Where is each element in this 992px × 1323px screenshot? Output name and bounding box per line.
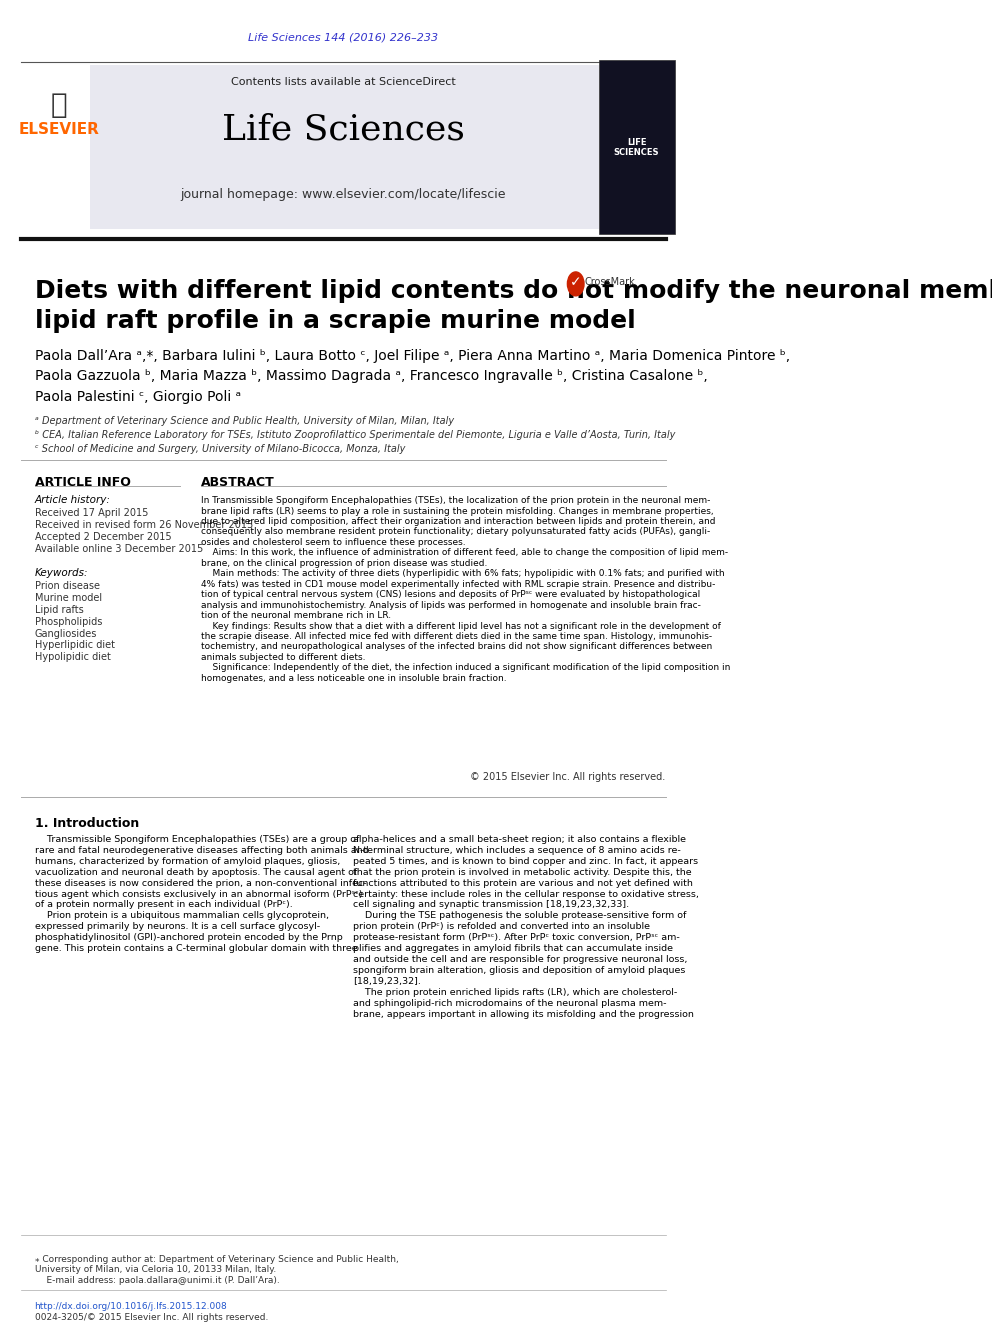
Text: http://dx.doi.org/10.1016/j.lfs.2015.12.008: http://dx.doi.org/10.1016/j.lfs.2015.12.… bbox=[35, 1302, 227, 1311]
Text: 4% fats) was tested in CD1 mouse model experimentally infected with RML scrapie : 4% fats) was tested in CD1 mouse model e… bbox=[200, 579, 715, 589]
Text: tochemistry, and neuropathological analyses of the infected brains did not show : tochemistry, and neuropathological analy… bbox=[200, 643, 712, 651]
Text: and outside the cell and are responsible for progressive neuronal loss,: and outside the cell and are responsible… bbox=[353, 955, 687, 964]
Text: During the TSE pathogenesis the soluble protease-sensitive form of: During the TSE pathogenesis the soluble … bbox=[353, 912, 686, 921]
Text: of a protein normally present in each individual (PrPᶜ).: of a protein normally present in each in… bbox=[35, 901, 293, 909]
Text: expressed primarily by neurons. It is a cell surface glycosyl-: expressed primarily by neurons. It is a … bbox=[35, 922, 319, 931]
Text: Significance: Independently of the diet, the infection induced a significant mod: Significance: Independently of the diet,… bbox=[200, 663, 730, 672]
Text: animals subjected to different diets.: animals subjected to different diets. bbox=[200, 654, 365, 662]
Text: Gangliosides: Gangliosides bbox=[35, 628, 97, 639]
Text: Prion protein is a ubiquitous mammalian cells glycoprotein,: Prion protein is a ubiquitous mammalian … bbox=[35, 912, 328, 921]
Text: 0024-3205/© 2015 Elsevier Inc. All rights reserved.: 0024-3205/© 2015 Elsevier Inc. All right… bbox=[35, 1312, 268, 1322]
FancyBboxPatch shape bbox=[598, 60, 675, 234]
Text: LIFE
SCIENCES: LIFE SCIENCES bbox=[614, 138, 660, 157]
Text: alpha-helices and a small beta-sheet region; it also contains a flexible: alpha-helices and a small beta-sheet reg… bbox=[353, 835, 685, 844]
Text: CrossMark: CrossMark bbox=[584, 277, 636, 287]
Text: homogenates, and a less noticeable one in insoluble brain fraction.: homogenates, and a less noticeable one i… bbox=[200, 673, 506, 683]
Text: osides and cholesterol seem to influence these processes.: osides and cholesterol seem to influence… bbox=[200, 538, 465, 546]
Text: Murine model: Murine model bbox=[35, 593, 102, 603]
Text: Accepted 2 December 2015: Accepted 2 December 2015 bbox=[35, 532, 172, 542]
Text: Hyperlipidic diet: Hyperlipidic diet bbox=[35, 640, 115, 651]
Text: ABSTRACT: ABSTRACT bbox=[200, 476, 275, 490]
Text: In Transmissible Spongiform Encephalopathies (TSEs), the localization of the pri: In Transmissible Spongiform Encephalopat… bbox=[200, 496, 710, 505]
Text: Article history:: Article history: bbox=[35, 495, 110, 505]
Text: ✓: ✓ bbox=[569, 275, 581, 288]
Text: phosphatidylinositol (GPI)-anchored protein encoded by the Prnp: phosphatidylinositol (GPI)-anchored prot… bbox=[35, 933, 342, 942]
Text: humans, characterized by formation of amyloid plaques, gliosis,: humans, characterized by formation of am… bbox=[35, 857, 340, 865]
Text: rare and fatal neurodegenerative diseases affecting both animals and: rare and fatal neurodegenerative disease… bbox=[35, 845, 368, 855]
Text: Prion disease: Prion disease bbox=[35, 581, 99, 591]
Text: spongiform brain alteration, gliosis and deposition of amyloid plaques: spongiform brain alteration, gliosis and… bbox=[353, 966, 685, 975]
Text: Key findings: Results show that a diet with a different lipid level has not a si: Key findings: Results show that a diet w… bbox=[200, 622, 720, 631]
Text: certainty: these include roles in the cellular response to oxidative stress,: certainty: these include roles in the ce… bbox=[353, 889, 698, 898]
Text: peated 5 times, and is known to bind copper and zinc. In fact, it appears: peated 5 times, and is known to bind cop… bbox=[353, 857, 698, 865]
Text: ᵇ CEA, Italian Reference Laboratory for TSEs, Istituto Zooprofilattico Speriment: ᵇ CEA, Italian Reference Laboratory for … bbox=[35, 430, 675, 441]
Text: brane, on the clinical progression of prion disease was studied.: brane, on the clinical progression of pr… bbox=[200, 558, 487, 568]
Text: tious agent which consists exclusively in an abnormal isoform (PrPˢᶜ): tious agent which consists exclusively i… bbox=[35, 889, 362, 898]
FancyBboxPatch shape bbox=[90, 65, 598, 229]
Text: Available online 3 December 2015: Available online 3 December 2015 bbox=[35, 544, 202, 554]
Text: cell signaling and synaptic transmission [18,19,23,32,33].: cell signaling and synaptic transmission… bbox=[353, 901, 629, 909]
Text: ⁎ Corresponding author at: Department of Veterinary Science and Public Health,
U: ⁎ Corresponding author at: Department of… bbox=[35, 1256, 399, 1285]
Text: plifies and aggregates in amyloid fibrils that can accumulate inside: plifies and aggregates in amyloid fibril… bbox=[353, 945, 673, 954]
Text: Main methods: The activity of three diets (hyperlipidic with 6% fats; hypolipidi: Main methods: The activity of three diet… bbox=[200, 569, 724, 578]
Text: Paola Dall’Ara ᵃ,*, Barbara Iulini ᵇ, Laura Botto ᶜ, Joel Filipe ᵃ, Piera Anna M: Paola Dall’Ara ᵃ,*, Barbara Iulini ᵇ, La… bbox=[35, 349, 790, 404]
Text: that the prion protein is involved in metabolic activity. Despite this, the: that the prion protein is involved in me… bbox=[353, 868, 691, 877]
Text: tion of the neuronal membrane rich in LR.: tion of the neuronal membrane rich in LR… bbox=[200, 611, 391, 620]
Text: Transmissible Spongiform Encephalopathies (TSEs) are a group of: Transmissible Spongiform Encephalopathie… bbox=[35, 835, 359, 844]
Text: Hypolipidic diet: Hypolipidic diet bbox=[35, 652, 110, 663]
Text: vacuolization and neuronal death by apoptosis. The causal agent of: vacuolization and neuronal death by apop… bbox=[35, 868, 357, 877]
Text: © 2015 Elsevier Inc. All rights reserved.: © 2015 Elsevier Inc. All rights reserved… bbox=[470, 773, 666, 782]
Text: Keywords:: Keywords: bbox=[35, 568, 88, 578]
Text: protease-resistant form (PrPˢᶜ). After PrPᶜ toxic conversion, PrPˢᶜ am-: protease-resistant form (PrPˢᶜ). After P… bbox=[353, 933, 680, 942]
Text: Received in revised form 26 November 2015: Received in revised form 26 November 201… bbox=[35, 520, 253, 531]
Text: due to altered lipid composition, affect their organization and interaction betw: due to altered lipid composition, affect… bbox=[200, 517, 715, 527]
Text: functions attributed to this protein are various and not yet defined with: functions attributed to this protein are… bbox=[353, 878, 692, 888]
Text: analysis and immunohistochemistry. Analysis of lipids was performed in homogenat: analysis and immunohistochemistry. Analy… bbox=[200, 601, 700, 610]
Text: prion protein (PrPᶜ) is refolded and converted into an insoluble: prion protein (PrPᶜ) is refolded and con… bbox=[353, 922, 650, 931]
Text: ARTICLE INFO: ARTICLE INFO bbox=[35, 476, 131, 490]
Text: Life Sciences 144 (2016) 226–233: Life Sciences 144 (2016) 226–233 bbox=[248, 33, 438, 42]
Text: tion of typical central nervous system (CNS) lesions and deposits of PrPˢᶜ were : tion of typical central nervous system (… bbox=[200, 590, 700, 599]
Text: Aims: In this work, the influence of administration of different feed, able to c: Aims: In this work, the influence of adm… bbox=[200, 548, 728, 557]
Text: ELSEVIER: ELSEVIER bbox=[19, 122, 99, 138]
Text: [18,19,23,32].: [18,19,23,32]. bbox=[353, 978, 421, 986]
Text: gene. This protein contains a C-terminal globular domain with three: gene. This protein contains a C-terminal… bbox=[35, 945, 357, 954]
Text: Contents lists available at ScienceDirect: Contents lists available at ScienceDirec… bbox=[231, 77, 455, 87]
Text: N-terminal structure, which includes a sequence of 8 amino acids re-: N-terminal structure, which includes a s… bbox=[353, 845, 681, 855]
Text: Received 17 April 2015: Received 17 April 2015 bbox=[35, 508, 148, 519]
Text: and sphingolipid-rich microdomains of the neuronal plasma mem-: and sphingolipid-rich microdomains of th… bbox=[353, 999, 667, 1008]
Text: 1. Introduction: 1. Introduction bbox=[35, 816, 139, 830]
Text: the scrapie disease. All infected mice fed with different diets died in the same: the scrapie disease. All infected mice f… bbox=[200, 632, 712, 642]
Text: Life Sciences: Life Sciences bbox=[222, 112, 464, 147]
Text: journal homepage: www.elsevier.com/locate/lifescie: journal homepage: www.elsevier.com/locat… bbox=[181, 188, 506, 201]
Text: brane, appears important in allowing its misfolding and the progression: brane, appears important in allowing its… bbox=[353, 1009, 693, 1019]
Text: 🌳: 🌳 bbox=[51, 90, 67, 119]
Text: consequently also membrane resident protein functionality; dietary polyunsaturat: consequently also membrane resident prot… bbox=[200, 528, 710, 536]
Text: Phospholipids: Phospholipids bbox=[35, 617, 102, 627]
Text: ᶜ School of Medicine and Surgery, University of Milano-Bicocca, Monza, Italy: ᶜ School of Medicine and Surgery, Univer… bbox=[35, 445, 405, 454]
Text: The prion protein enriched lipids rafts (LR), which are cholesterol-: The prion protein enriched lipids rafts … bbox=[353, 988, 678, 998]
Text: brane lipid rafts (LR) seems to play a role in sustaining the protein misfolding: brane lipid rafts (LR) seems to play a r… bbox=[200, 507, 713, 516]
Text: Lipid rafts: Lipid rafts bbox=[35, 605, 83, 615]
Text: these diseases is now considered the prion, a non-conventional infec-: these diseases is now considered the pri… bbox=[35, 878, 366, 888]
Text: Diets with different lipid contents do not modify the neuronal membrane
lipid ra: Diets with different lipid contents do n… bbox=[35, 279, 992, 332]
Circle shape bbox=[567, 273, 584, 296]
Text: ᵃ Department of Veterinary Science and Public Health, University of Milan, Milan: ᵃ Department of Veterinary Science and P… bbox=[35, 417, 453, 426]
